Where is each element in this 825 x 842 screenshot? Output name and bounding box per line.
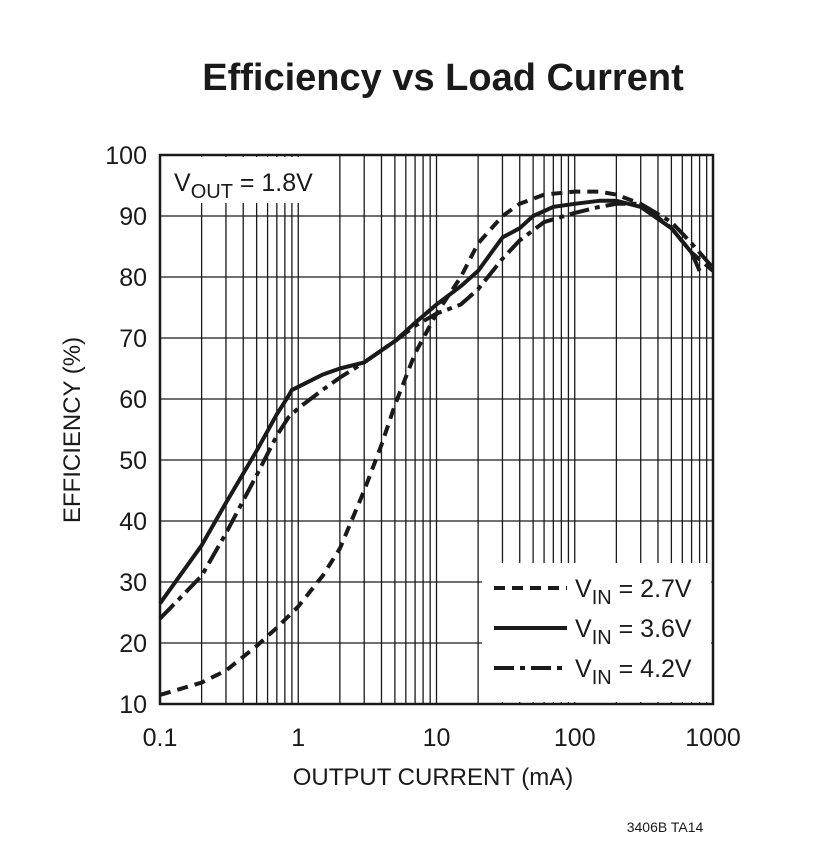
y-tick-label: 100 xyxy=(105,142,147,170)
x-tick-labels: 0.1 1 10 100 1000 xyxy=(143,724,741,752)
y-tick-label: 90 xyxy=(119,203,147,231)
y-axis-label: EFFICIENCY (%) xyxy=(59,337,86,523)
series-line-3 xyxy=(158,201,715,620)
x-tick-label: 100 xyxy=(554,724,596,752)
x-axis-label: OUTPUT CURRENT (mA) xyxy=(293,764,573,791)
chart-title: Efficiency vs Load Current xyxy=(202,57,684,99)
x-tick-label: 10 xyxy=(423,724,451,752)
y-tick-label: 40 xyxy=(119,508,147,536)
plot-frame xyxy=(158,153,715,706)
y-tick-labels: 10 20 30 40 50 60 70 80 90 100 xyxy=(105,142,147,719)
series-line-2 xyxy=(158,198,702,605)
x-tick-label: 1 xyxy=(291,724,305,752)
figure-code: 3406B TA14 xyxy=(627,819,704,835)
y-tick-label: 30 xyxy=(119,569,147,597)
vout-annotation: VOUT = 1.8V xyxy=(162,157,319,203)
legend-label: VIN = 2.7V xyxy=(575,575,692,609)
y-tick-label: 80 xyxy=(119,264,147,292)
y-tick-label: 10 xyxy=(119,691,147,719)
y-tick-label: 50 xyxy=(119,447,147,475)
vout-label: VOUT = 1.8V xyxy=(174,169,313,203)
legend-label: VIN = 4.2V xyxy=(575,655,692,689)
x-tick-label: 1000 xyxy=(685,724,741,752)
y-tick-label: 60 xyxy=(119,386,147,414)
legend-label: VIN = 3.6V xyxy=(575,615,692,649)
efficiency-curves xyxy=(158,189,715,697)
y-tick-label: 70 xyxy=(119,325,147,353)
y-tick-label: 20 xyxy=(119,630,147,658)
legend: VIN = 2.7V VIN = 3.6V VIN = 4.2V xyxy=(482,563,711,702)
x-tick-label: 0.1 xyxy=(143,724,178,752)
